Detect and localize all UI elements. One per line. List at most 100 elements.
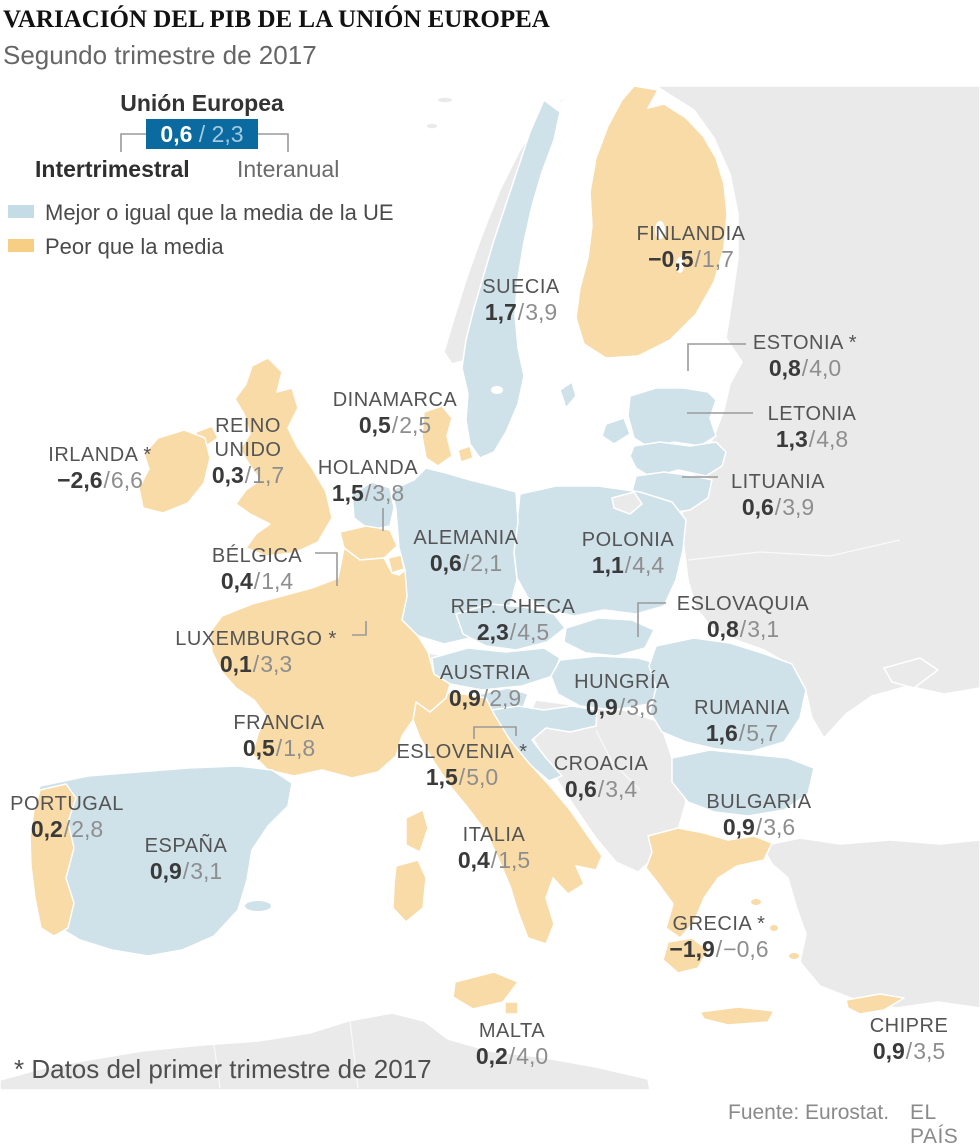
quarterly-value: 0,8 <box>768 355 801 381</box>
quarterly-value: 0,3 <box>211 462 244 488</box>
country-values: 0,9/3,6 <box>706 814 811 841</box>
country-values: 0,9/2,9 <box>440 685 530 712</box>
quarterly-value: 0,9 <box>149 858 182 884</box>
value-separator: / <box>694 246 701 272</box>
page-subtitle: Segundo trimestre de 2017 <box>3 40 317 70</box>
country-name: PORTUGAL <box>10 793 124 815</box>
quarterly-value: 2,3 <box>476 619 509 645</box>
map-region-peloponnese <box>662 937 709 974</box>
annual-axis-label: Interanual <box>237 156 340 182</box>
quarterly-value: 1,5 <box>331 480 364 506</box>
country-values: 1,5/5,0 <box>396 764 527 791</box>
callout-eslovenia <box>473 726 517 739</box>
map-region-sardinia <box>392 859 427 923</box>
country-label-belgica: BÉLGICA 0,4/1,4 <box>212 544 302 595</box>
quarterly-value: 0,4 <box>220 568 253 594</box>
value-separator: / <box>252 651 260 677</box>
map-islet <box>789 953 799 959</box>
quarterly-value: 0,9 <box>448 685 481 711</box>
callout-eslovaquia <box>637 602 666 637</box>
country-name: LETONIA <box>767 403 857 425</box>
map-region-hungria <box>550 655 672 711</box>
country-label-holanda: HOLANDA 1,5/3,8 <box>318 456 418 507</box>
map-region-malta <box>504 1001 519 1015</box>
country-label-rumania: RUMANIA 1,6/5,7 <box>694 696 790 747</box>
country-name: REP. CHECA <box>450 596 576 618</box>
country-values: 0,5/1,8 <box>233 735 324 762</box>
page-title: VARIACIÓN DEL PIB DE LA UNIÓN EUROPEA <box>3 6 550 33</box>
country-name: ESLOVENIA * <box>396 741 528 763</box>
country-label-lituania: LITUANIA 0,6/3,9 <box>731 470 825 521</box>
quarterly-value: 0,2 <box>475 1043 508 1069</box>
map-region-francia <box>209 547 451 779</box>
annual-value: −0,6 <box>723 936 769 962</box>
country-name: GRECIA * <box>672 913 766 935</box>
country-name: MALTA <box>478 1020 546 1042</box>
border-line <box>213 1044 221 1089</box>
map-region-rep-checa <box>455 603 566 651</box>
value-separator: / <box>508 1043 516 1069</box>
quarterly-value: 0,5 <box>358 412 391 438</box>
map-region-luxemburgo <box>387 554 405 574</box>
country-label-luxemburgo: LUXEMBURGO * 0,1/3,3 <box>175 627 337 678</box>
value-separator: / <box>490 847 498 873</box>
map-islet <box>436 96 454 104</box>
map-region-crimea <box>883 657 939 689</box>
map-region-balearics <box>245 901 271 911</box>
value-separator: / <box>618 694 626 720</box>
annual-value: 3,9 <box>782 494 815 520</box>
callout-estonia <box>687 343 746 371</box>
country-label-alemania: ALEMANIA 0,6/2,1 <box>413 526 518 577</box>
border-line <box>687 539 901 561</box>
country-values: 1,3/4,8 <box>768 426 857 453</box>
value-separator: / <box>808 426 816 452</box>
country-name: HUNGRÍA <box>574 671 670 693</box>
map-region-zealand <box>457 445 474 463</box>
map-region-irlanda <box>138 429 211 514</box>
map-region-kaliningrad <box>611 491 643 515</box>
value-separator: / <box>597 776 605 802</box>
annual-value: 4,8 <box>816 426 849 452</box>
value-separator: / <box>462 550 470 576</box>
quarterly-axis-label: Intertrimestral <box>35 156 190 182</box>
map-region-bulgaria <box>671 749 815 817</box>
lake <box>655 221 665 239</box>
country-name: ESPAÑA <box>144 835 228 857</box>
annual-value: 4,0 <box>516 1043 549 1069</box>
annual-value: 1,4 <box>261 568 294 594</box>
map-region-dinamarca <box>421 405 453 467</box>
country-values: −1,9/−0,6 <box>669 936 768 963</box>
country-label-hungria: HUNGRÍA 0,9/3,6 <box>574 670 670 721</box>
country-label-finlandia: FINLANDIA −0,5/1,7 <box>637 222 746 273</box>
country-label-grecia: GRECIA * −1,9/−0,6 <box>669 912 768 963</box>
value-separator: / <box>103 467 110 493</box>
country-label-irlanda: IRLANDA * −2,6/6,6 <box>48 443 151 494</box>
source-text: Fuente: Eurostat. <box>728 1101 890 1124</box>
country-label-croacia: CROACIA 0,6/3,4 <box>554 752 649 803</box>
country-name: ESTONIA * <box>752 332 858 354</box>
country-values: 0,6/3,9 <box>731 494 825 521</box>
value-separator: / <box>774 494 782 520</box>
map-region-portugal <box>29 783 77 937</box>
map-islet <box>425 122 439 130</box>
country-values: 0,9/3,1 <box>145 858 228 885</box>
country-label-bulgaria: BULGARIA 0,9/3,6 <box>706 790 811 841</box>
country-label-dinamarca: DINAMARCA 0,5/2,5 <box>333 388 458 439</box>
value-separator: / <box>198 120 206 147</box>
legend-swatch-worse <box>8 239 34 252</box>
country-values: 0,8/4,0 <box>753 355 857 382</box>
country-values: 1,7/3,9 <box>482 299 559 326</box>
country-values: 0,8/3,1 <box>677 616 809 643</box>
quarterly-value: 0,9 <box>722 814 755 840</box>
map-islet <box>751 899 761 905</box>
country-name: LUXEMBURGO * <box>175 628 337 650</box>
map-region-rumania <box>648 637 807 753</box>
value-separator: / <box>517 299 525 325</box>
value-separator: / <box>624 552 632 578</box>
quarterly-value: 0,1 <box>219 651 252 677</box>
legend-label-worse: Peor que la media <box>45 234 224 259</box>
country-label-portugal: PORTUGAL 0,2/2,8 <box>10 792 124 843</box>
country-values: 2,3/4,5 <box>451 619 576 646</box>
annual-value: 3,6 <box>763 814 796 840</box>
annual-value: 6,6 <box>110 467 143 493</box>
